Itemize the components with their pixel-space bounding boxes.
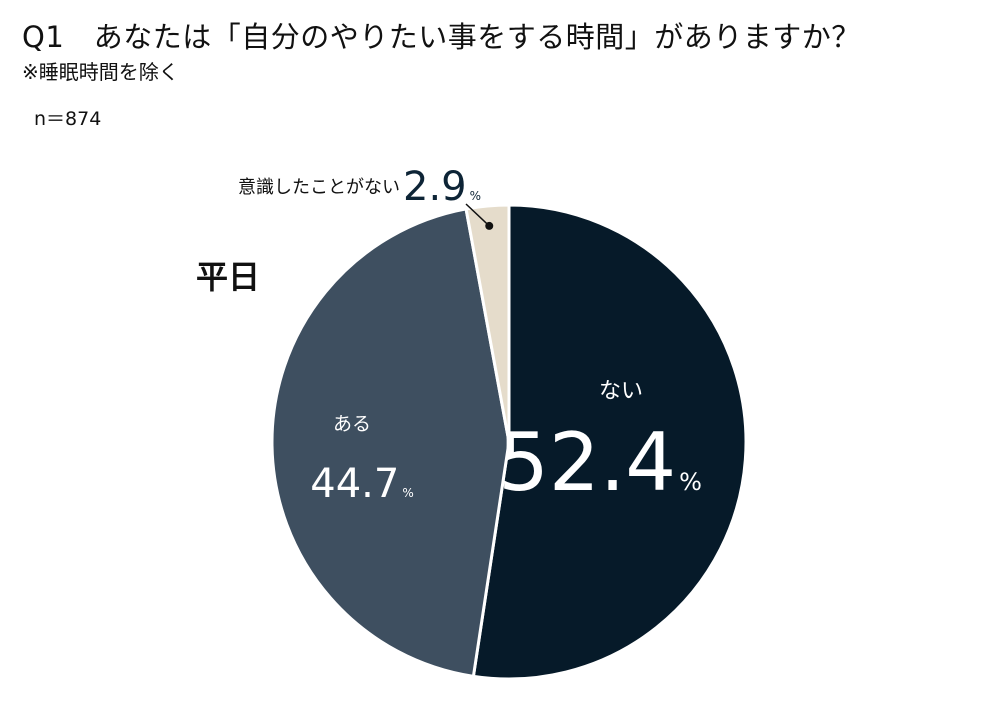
slice-value-ishiki: 2.9% (403, 164, 481, 210)
pie-slice-0 (471, 203, 748, 681)
sample-size: n＝874 (34, 108, 102, 130)
leader-dot (485, 221, 494, 230)
chart-title: Q1 あなたは「自分のやりたい事をする時間」がありますか？ (22, 20, 861, 54)
pie-slice-2 (464, 203, 511, 444)
slice-value-aru: 44.7% (310, 461, 413, 507)
slice-label-nai: ない (599, 379, 643, 404)
chart-subtitle: ※睡眠時間を除く (22, 60, 179, 84)
pie-slice-1 (270, 207, 511, 678)
slice-label-aru: ある (333, 413, 371, 435)
slice-value-nai: 52.4% (498, 416, 702, 509)
panel-label: 平日 (196, 258, 261, 296)
leader-line (465, 203, 490, 227)
slice-label-ishiki: 意識したことがない (238, 177, 400, 198)
